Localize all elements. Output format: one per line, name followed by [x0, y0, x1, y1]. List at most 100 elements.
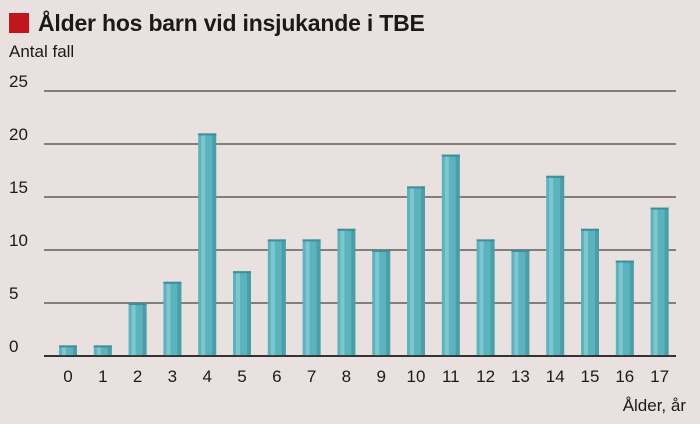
bar	[163, 281, 182, 356]
bar-highlight	[166, 281, 171, 356]
y-tick-label: 20	[9, 125, 28, 144]
bar-top-edge	[511, 250, 530, 252]
bar-top-edge	[128, 303, 147, 305]
bar-highlight	[479, 239, 484, 356]
bar	[581, 228, 599, 356]
chart-title-group: Ålder hos barn vid insjukande i TBE	[9, 9, 425, 37]
x-tick-label: 2	[133, 367, 142, 386]
y-tick-label: 10	[9, 231, 28, 250]
bar-shade	[664, 207, 669, 356]
bar	[615, 260, 634, 356]
bar-shade	[560, 175, 565, 356]
bar	[372, 250, 391, 356]
y-tick-label: 25	[9, 72, 28, 91]
bar-top-edge	[337, 228, 356, 231]
bar-highlight	[270, 239, 275, 356]
x-tick-label: 5	[237, 367, 246, 386]
bar	[407, 186, 425, 356]
x-tick-label: 16	[615, 367, 634, 386]
bar	[476, 239, 495, 356]
bar	[441, 154, 460, 356]
bar-shade	[142, 303, 147, 356]
chart-title: Ålder hos barn vid insjukande i TBE	[38, 9, 425, 36]
bar-top-edge	[233, 271, 251, 274]
bar-shade	[316, 239, 321, 356]
bar	[128, 303, 147, 356]
y-tick-label: 5	[9, 284, 18, 303]
x-tick-label: 15	[581, 367, 600, 386]
bar	[650, 207, 669, 356]
bar-body	[93, 345, 112, 356]
bar-top-edge	[476, 239, 495, 242]
bar-body	[59, 345, 77, 356]
x-axis-label: Ålder, år	[622, 396, 686, 415]
bar-shade	[595, 228, 599, 356]
x-tick-label: 8	[342, 367, 351, 386]
y-axis-label: Antal fall	[9, 42, 75, 61]
x-tick-label: 4	[202, 367, 211, 386]
bar-highlight	[305, 239, 310, 356]
bar-shade	[281, 239, 286, 356]
bar	[267, 239, 286, 356]
bar-shade	[525, 250, 530, 356]
x-tick-label: 1	[98, 367, 107, 386]
bar-highlight	[340, 228, 345, 356]
bar-top-edge	[581, 228, 599, 231]
bar-highlight	[514, 250, 519, 356]
x-tick-label: 12	[476, 367, 495, 386]
x-tick-label: 3	[168, 367, 177, 386]
x-tick-label: 17	[650, 367, 669, 386]
x-tick-label: 11	[442, 367, 460, 386]
bar-highlight	[131, 303, 136, 356]
bar-top-edge	[546, 175, 565, 178]
bar-top-edge	[441, 154, 460, 157]
bar-shade	[212, 133, 217, 356]
bar-highlight	[96, 345, 101, 356]
bar-top-edge	[59, 345, 77, 348]
x-tick-label: 9	[376, 367, 385, 386]
bar-shade	[490, 239, 495, 356]
bar-shade	[247, 271, 251, 356]
bar	[233, 271, 251, 356]
bar	[337, 228, 356, 356]
bar-shade	[351, 228, 356, 356]
bar-top-edge	[302, 239, 321, 242]
bar-highlight	[653, 207, 658, 356]
bar-top-edge	[163, 281, 182, 284]
bar-top-edge	[198, 133, 217, 136]
bar-highlight	[62, 345, 66, 356]
x-tick-label: 14	[546, 367, 565, 386]
bar	[93, 345, 112, 356]
x-tick-label: 10	[407, 367, 426, 386]
x-tick-label: 13	[511, 367, 530, 386]
bar-top-edge	[650, 207, 669, 210]
x-tick-label: 7	[307, 367, 316, 386]
x-tick-label: 0	[63, 367, 72, 386]
bar-highlight	[618, 260, 623, 356]
bar	[59, 345, 77, 356]
bar-highlight	[549, 175, 554, 356]
bar-top-edge	[93, 345, 112, 348]
bar-shade	[73, 345, 77, 356]
bar	[511, 250, 530, 356]
bar-shade	[107, 345, 112, 356]
bar-shade	[629, 260, 634, 356]
title-marker-square	[9, 13, 29, 33]
bar-highlight	[236, 271, 240, 356]
bar-top-edge	[615, 260, 634, 263]
bar-top-edge	[372, 250, 391, 252]
bar-highlight	[444, 154, 449, 356]
bar-highlight	[584, 228, 588, 356]
bar-highlight	[375, 250, 380, 356]
bar-shade	[455, 154, 460, 356]
y-tick-label: 0	[9, 337, 18, 356]
bar-highlight	[410, 186, 414, 356]
bar	[198, 133, 217, 356]
bar-shade	[177, 281, 182, 356]
x-tick-label: 6	[272, 367, 281, 386]
bar	[302, 239, 321, 356]
y-tick-label: 15	[9, 178, 28, 197]
bar-shade	[421, 186, 425, 356]
bar-shade	[386, 250, 391, 356]
